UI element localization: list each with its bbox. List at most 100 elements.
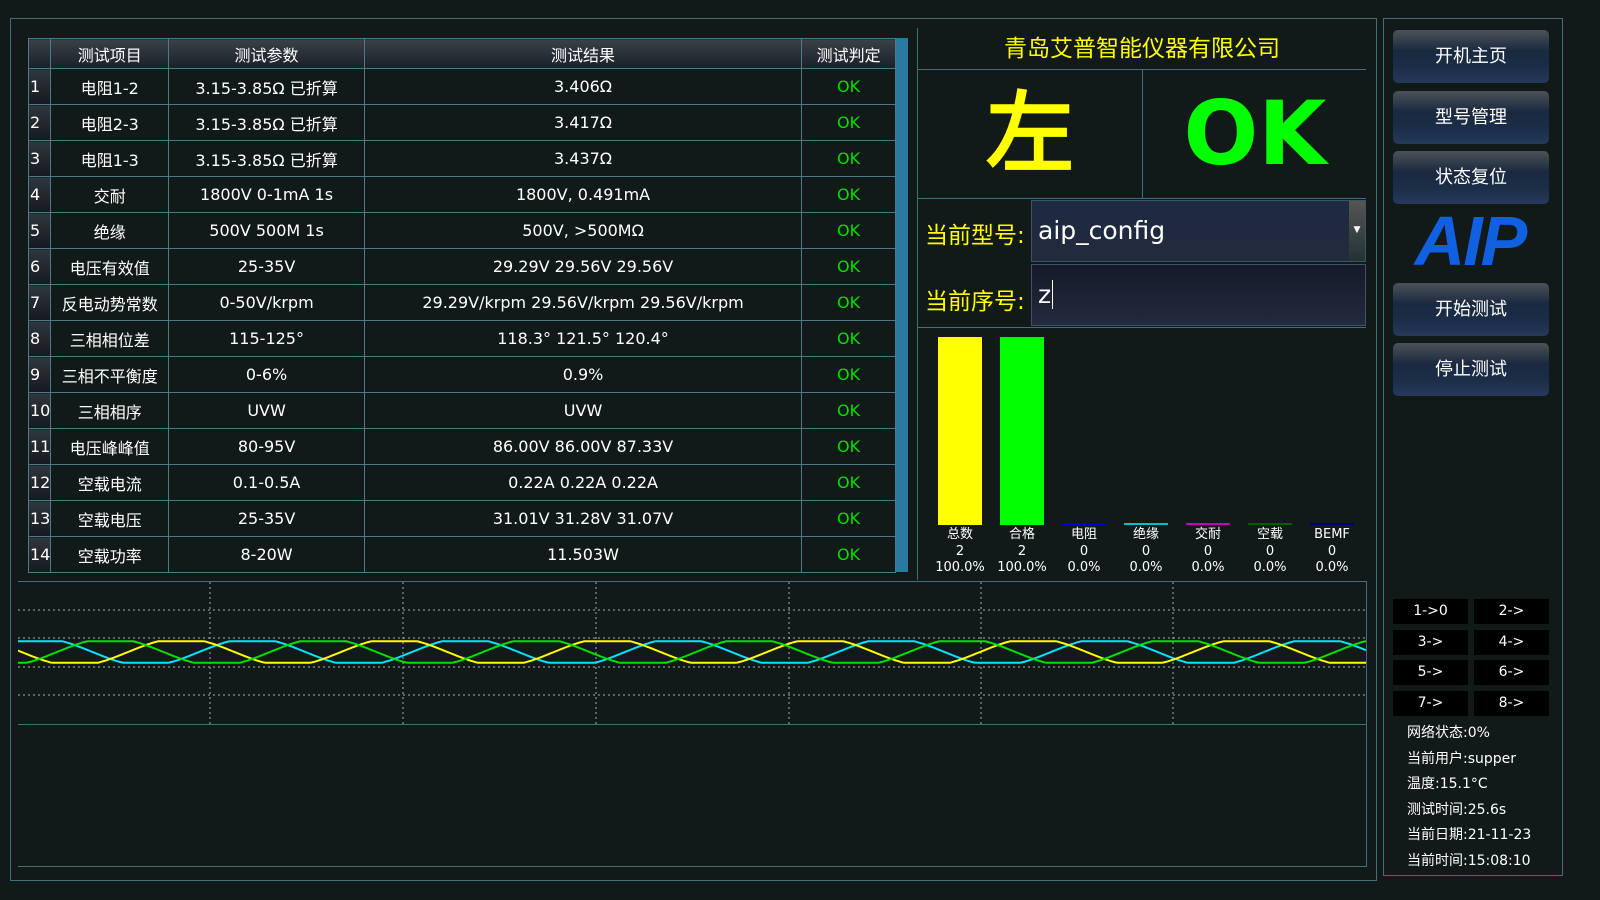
test-result: 3.406Ω — [363, 68, 803, 105]
test-verdict: OK — [801, 248, 896, 285]
divider — [1366, 582, 1367, 867]
chevron-down-icon[interactable]: ▼ — [1349, 201, 1365, 261]
bar-category: 总数 — [946, 527, 973, 542]
row-index: 2 — [27, 104, 52, 141]
current-date: 当前日期:21-11-23 — [1407, 827, 1532, 843]
aip-logo: AIP — [1414, 202, 1528, 280]
table-row[interactable]: 8 三相相位差 115-125° 118.3° 121.5° 120.4° OK — [27, 320, 896, 357]
test-verdict: OK — [801, 428, 896, 465]
divider — [918, 69, 1366, 70]
col-verdict: 测试判定 — [801, 38, 896, 69]
network-status: 网络状态:0% — [1407, 725, 1490, 741]
channel-4-button[interactable]: 4-> — [1474, 630, 1549, 655]
channel-3-button[interactable]: 3-> — [1393, 630, 1468, 655]
test-result: 29.29V 29.56V 29.56V — [363, 248, 803, 285]
table-row[interactable]: 9 三相不平衡度 0-6% 0.9% OK — [27, 356, 896, 393]
test-verdict: OK — [801, 392, 896, 429]
test-time: 测试时间:25.6s — [1407, 802, 1507, 818]
row-index: 12 — [27, 464, 52, 501]
table-row[interactable]: 14 空载功率 8-20W 11.503W OK — [27, 536, 896, 573]
test-item: 电阻1-3 — [50, 140, 170, 177]
bar-5 — [1248, 523, 1292, 525]
bar-percent: 0.0% — [1129, 560, 1163, 575]
table-row[interactable]: 13 空载电压 25-35V 31.01V 31.28V 31.07V OK — [27, 500, 896, 537]
test-result: 29.29V/krpm 29.56V/krpm 29.56V/krpm — [363, 284, 803, 321]
bar-2 — [1062, 523, 1106, 525]
bar-6 — [1310, 523, 1354, 525]
bar-percent: 0.0% — [1067, 560, 1101, 575]
right-panel-divider — [917, 28, 918, 580]
channel-8-button[interactable]: 8-> — [1474, 691, 1549, 716]
test-result: 3.437Ω — [363, 140, 803, 177]
verdict-indicator: OK — [1183, 82, 1327, 185]
test-result: 118.3° 121.5° 120.4° — [363, 320, 803, 357]
bar-category: 空载 — [1256, 527, 1283, 542]
table-row[interactable]: 2 电阻2-3 3.15-3.85Ω 已折算 3.417Ω OK — [27, 104, 896, 141]
divider — [918, 198, 1366, 199]
home-button[interactable]: 开机主页 — [1393, 30, 1549, 83]
channel-5-button[interactable]: 5-> — [1393, 660, 1468, 685]
row-index: 13 — [27, 500, 52, 537]
channel-1-button[interactable]: 1->0 — [1393, 599, 1468, 624]
row-index: 7 — [27, 284, 52, 321]
serial-label: 当前序号: — [925, 289, 1025, 315]
start-test-button[interactable]: 开始测试 — [1393, 283, 1549, 336]
test-verdict: OK — [801, 68, 896, 105]
test-param: 80-95V — [168, 428, 365, 465]
test-item: 空载电流 — [50, 464, 170, 501]
row-index: 8 — [27, 320, 52, 357]
test-item: 反电动势常数 — [50, 284, 170, 321]
table-row[interactable]: 10 三相相序 UVW UVW OK — [27, 392, 896, 429]
table-row[interactable]: 11 电压峰峰值 80-95V 86.00V 86.00V 87.33V OK — [27, 428, 896, 465]
row-index: 1 — [27, 68, 52, 105]
col-param: 测试参数 — [168, 38, 365, 69]
test-result: 31.01V 31.28V 31.07V — [363, 500, 803, 537]
test-param: 3.15-3.85Ω 已折算 — [168, 68, 365, 105]
test-param: 8-20W — [168, 536, 365, 573]
test-verdict: OK — [801, 356, 896, 393]
test-result: 3.417Ω — [363, 104, 803, 141]
bar-percent: 0.0% — [1191, 560, 1225, 575]
reset-button[interactable]: 状态复位 — [1393, 151, 1549, 204]
side-indicator: 左 — [985, 82, 1074, 185]
row-index: 4 — [27, 176, 52, 213]
test-verdict: OK — [801, 464, 896, 501]
test-verdict: OK — [801, 284, 896, 321]
table-row[interactable]: 7 反电动势常数 0-50V/krpm 29.29V/krpm 29.56V/krpm… — [27, 284, 896, 321]
test-result: 0.9% — [363, 356, 803, 393]
test-result: 500V, >500MΩ — [363, 212, 803, 249]
col-result: 测试结果 — [363, 38, 803, 69]
test-item: 三相不平衡度 — [50, 356, 170, 393]
test-item: 电压峰峰值 — [50, 428, 170, 465]
table-row[interactable]: 1 电阻1-2 3.15-3.85Ω 已折算 3.406Ω OK — [27, 68, 896, 105]
bar-count: 0 — [1079, 543, 1089, 559]
test-param: 3.15-3.85Ω 已折算 — [168, 104, 365, 141]
channel-6-button[interactable]: 6-> — [1474, 660, 1549, 685]
channel-2-button[interactable]: 2-> — [1474, 599, 1549, 624]
bar-label: 合格 2 100.0% — [992, 527, 1052, 577]
table-row[interactable]: 12 空载电流 0.1-0.5A 0.22A 0.22A 0.22A OK — [27, 464, 896, 501]
channel-7-button[interactable]: 7-> — [1393, 691, 1468, 716]
model-select[interactable]: aip_config ▼ — [1031, 200, 1366, 262]
divider — [18, 724, 1367, 725]
serial-input[interactable]: z — [1031, 264, 1366, 326]
table-row[interactable]: 4 交耐 1800V 0-1mA 1s 1800V, 0.491mA OK — [27, 176, 896, 213]
test-param: 25-35V — [168, 500, 365, 537]
row-index: 14 — [27, 536, 52, 573]
test-param: 3.15-3.85Ω 已折算 — [168, 140, 365, 177]
row-index: 5 — [27, 212, 52, 249]
stop-test-button[interactable]: 停止测试 — [1393, 343, 1549, 396]
table-row[interactable]: 5 绝缘 500V 500M 1s 500V, >500MΩ OK — [27, 212, 896, 249]
table-row[interactable]: 3 电阻1-3 3.15-3.85Ω 已折算 3.437Ω OK — [27, 140, 896, 177]
bar-label: 空载 0 0.0% — [1240, 527, 1300, 577]
table-scrollbar[interactable] — [896, 38, 908, 572]
bar-label: 交耐 0 0.0% — [1178, 527, 1238, 577]
table-row[interactable]: 6 电压有效值 25-35V 29.29V 29.56V 29.56V OK — [27, 248, 896, 285]
test-item: 电阻2-3 — [50, 104, 170, 141]
temperature: 温度:15.1°C — [1407, 776, 1488, 792]
bar-count: 0 — [1141, 543, 1151, 559]
bar-label: BEMF 0 0.0% — [1302, 527, 1362, 577]
test-result: 1800V, 0.491mA — [363, 176, 803, 213]
model-manage-button[interactable]: 型号管理 — [1393, 91, 1549, 144]
test-item: 空载电压 — [50, 500, 170, 537]
